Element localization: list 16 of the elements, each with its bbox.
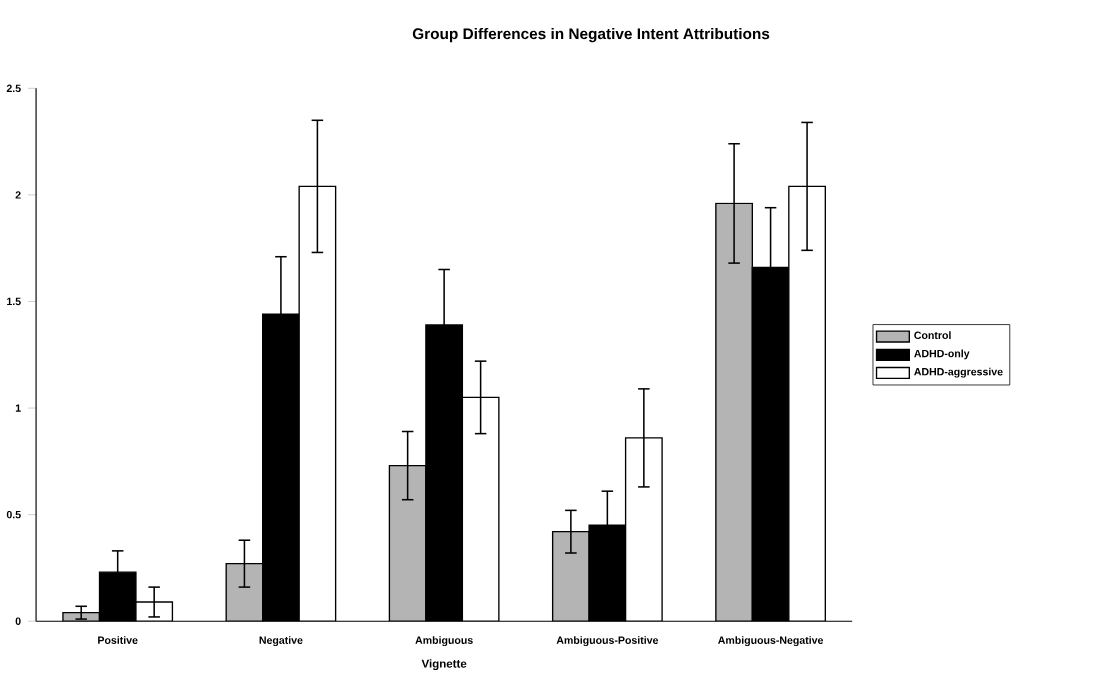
legend-label: ADHD-aggressive xyxy=(914,367,1003,378)
x-axis-title: Vignette xyxy=(421,659,467,670)
x-tick-label: Ambiguous-Positive xyxy=(556,635,659,646)
y-tick-label: 2.5 xyxy=(6,84,21,92)
y-tick-label: 0.5 xyxy=(6,510,21,519)
legend-label: Control xyxy=(914,331,951,339)
y-tick-label: 2 xyxy=(15,190,21,199)
x-tick-label: Negative xyxy=(259,635,303,646)
y-tick-label: 1 xyxy=(15,404,21,412)
legend-label: ADHD-only xyxy=(914,349,970,360)
x-tick-label: Ambiguous-Negative xyxy=(718,635,824,646)
y-tick-label: 0 xyxy=(15,617,21,625)
x-tick-label: Ambiguous xyxy=(415,635,473,646)
y-tick-label: 1.5 xyxy=(7,297,21,305)
x-tick-label: Positive xyxy=(98,635,138,644)
chart-title: Group Differences in Negative Intent Attributions xyxy=(412,27,770,43)
